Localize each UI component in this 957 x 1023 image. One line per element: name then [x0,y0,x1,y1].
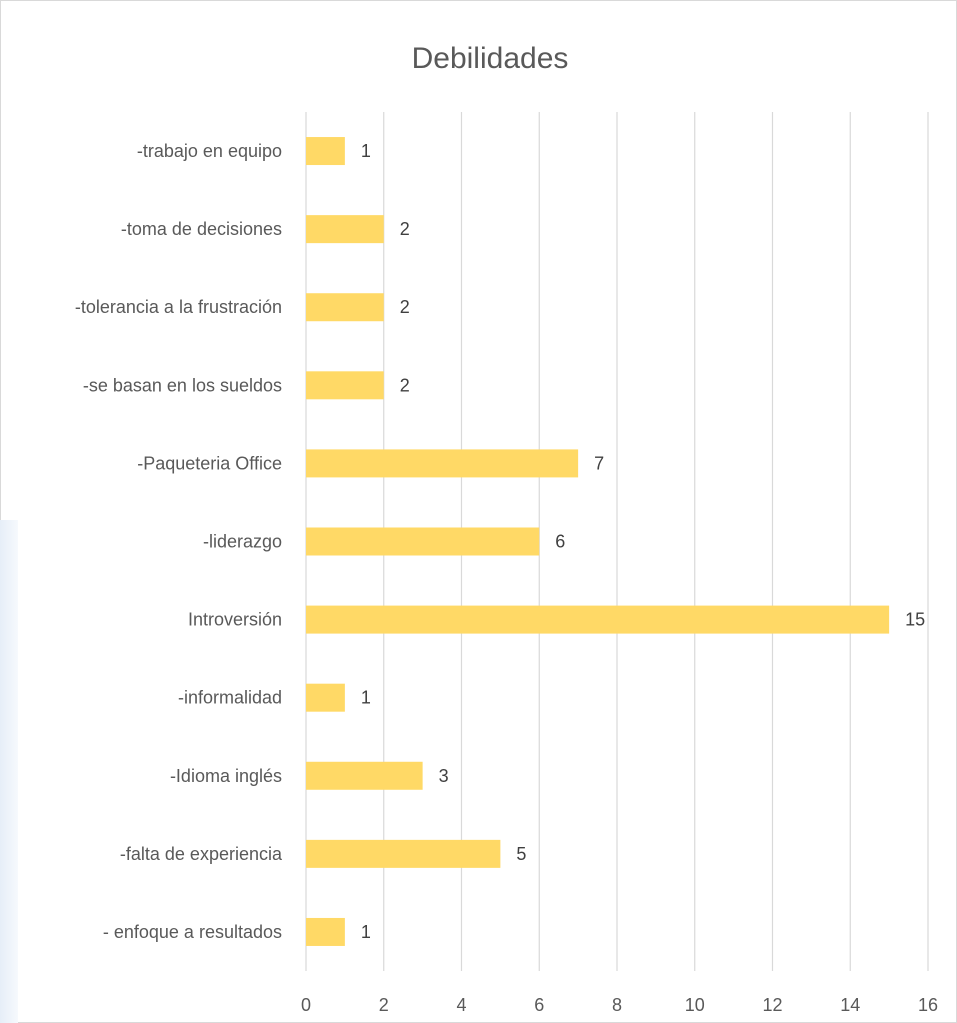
data-label: 6 [555,532,565,552]
bar [306,215,384,244]
labels: 0 2 4 6 8 10 12 14 16-trabajo en equipo 1-toma de… [75,141,938,1015]
bar [306,137,345,166]
x-tick-label: 16 [918,995,938,1015]
bar [306,761,423,790]
category-label: Introversión [188,610,282,630]
data-label: 2 [400,375,410,395]
x-tick-label: 6 [534,995,544,1015]
category-label: -falta de experiencia [120,844,283,864]
x-tick-label: 0 [301,995,311,1015]
data-label: 15 [905,610,925,630]
bar [306,605,890,634]
x-tick-label: 8 [612,995,622,1015]
category-label: -toma de decisiones [121,219,282,239]
data-label: 1 [361,141,371,161]
data-label: 7 [594,453,604,473]
category-label: -Paqueteria Office [137,453,282,473]
bar [306,527,540,556]
x-tick-label: 4 [456,995,466,1015]
category-label: -informalidad [178,688,282,708]
category-label: -tolerancia a la frustración [75,297,282,317]
bar [306,917,345,946]
data-label: 5 [516,844,526,864]
chart-title: Debilidades [412,42,569,75]
x-tick-label: 2 [379,995,389,1015]
x-tick-label: 14 [840,995,860,1015]
bar [306,371,384,400]
data-label: 1 [361,688,371,708]
category-label: - enfoque a resultados [103,922,282,942]
category-label: -liderazgo [203,532,282,552]
bar [306,449,579,478]
category-label: -se basan en los sueldos [83,375,282,395]
background-accent [0,520,18,1023]
x-tick-label: 10 [685,995,705,1015]
bar [306,293,384,322]
bars [306,137,890,946]
data-label: 3 [439,766,449,786]
category-label: -Idioma inglés [170,766,282,786]
category-label: -trabajo en equipo [137,141,282,161]
data-label: 2 [400,219,410,239]
data-label: 2 [400,297,410,317]
bar [306,839,501,868]
bar [306,683,345,712]
x-tick-label: 12 [762,995,782,1015]
data-label: 1 [361,922,371,942]
